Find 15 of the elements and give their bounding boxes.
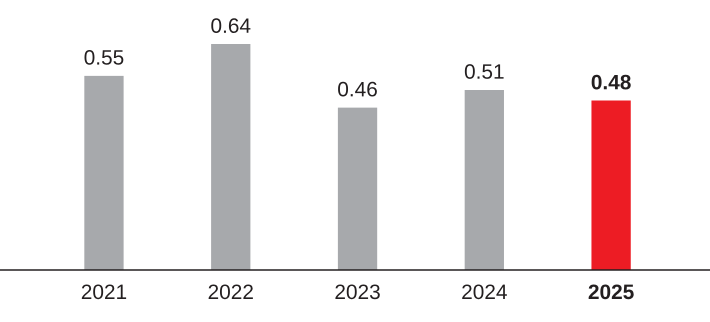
bar [591, 100, 631, 270]
x-tick-label: 2023 [335, 284, 380, 300]
bar [84, 76, 124, 270]
x-tick-label: 2022 [208, 284, 253, 300]
data-label: 0.48 [592, 74, 631, 90]
bar [338, 108, 378, 270]
data-label: 0.55 [84, 50, 124, 65]
data-label: 0.64 [211, 18, 250, 33]
data-label: 0.51 [464, 64, 504, 79]
bar [211, 44, 250, 270]
bar [464, 90, 504, 270]
x-tick-label: 2021 [82, 284, 126, 300]
x-tick-label: 2024 [462, 284, 507, 300]
x-tick-label: 2025 [588, 284, 634, 300]
data-label: 0.46 [338, 82, 377, 97]
